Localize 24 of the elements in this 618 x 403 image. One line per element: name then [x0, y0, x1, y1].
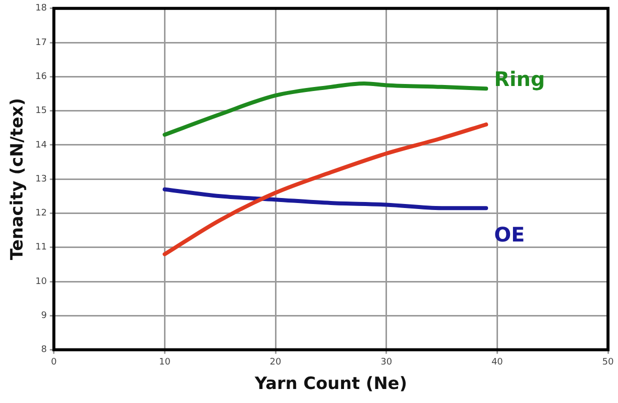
- x-tick-label: 30: [380, 358, 392, 368]
- y-tick-label: 16: [35, 72, 48, 82]
- y-tick-label: 10: [35, 276, 48, 287]
- x-tick-label: 20: [270, 358, 282, 368]
- y-axis-title: Tenacity (cN/tex): [8, 98, 28, 260]
- y-tick-label: 14: [35, 140, 48, 150]
- line-series: [162, 122, 488, 256]
- x-tick-label: 10: [158, 358, 171, 368]
- y-tick-label: 9: [41, 311, 48, 322]
- y-tick-label: 8: [41, 345, 48, 356]
- x-tick-label: 0: [50, 358, 57, 368]
- y-tick-label: 12: [35, 208, 47, 219]
- x-tick-label: 50: [602, 358, 614, 368]
- x-tick-label: 40: [491, 358, 504, 368]
- x-axis-title: Yarn Count (Ne): [254, 374, 408, 394]
- line-series: [162, 187, 488, 210]
- series-label: Ring: [494, 66, 545, 91]
- series-label: OE: [494, 222, 525, 246]
- line-series: [162, 82, 488, 137]
- y-tick-label: 18: [35, 4, 48, 14]
- y-tick-label: 15: [35, 106, 47, 116]
- y-tick-label: 17: [35, 38, 47, 48]
- y-tick-label: 11: [35, 242, 47, 253]
- y-tick-label: 13: [35, 174, 47, 184]
